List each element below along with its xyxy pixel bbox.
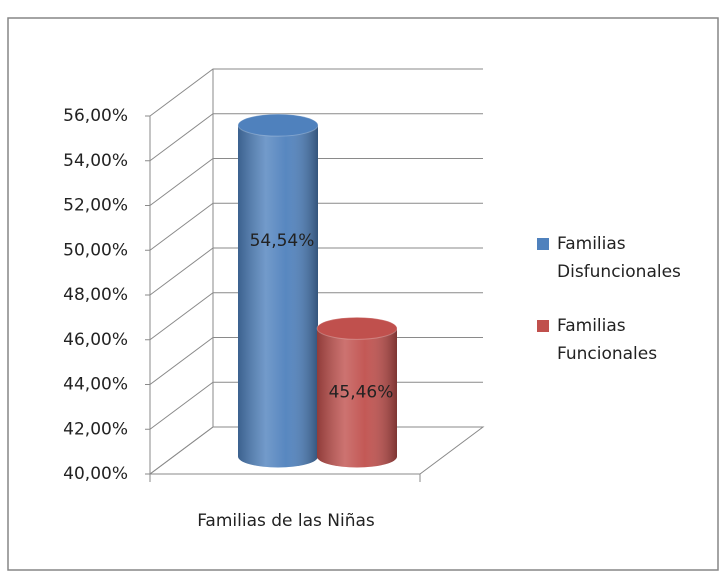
- y-tick-label: 54,00%: [63, 151, 128, 171]
- y-tick-label: 42,00%: [63, 419, 128, 439]
- y-tick-label: 44,00%: [63, 375, 128, 395]
- grid-line: [149, 113, 483, 162]
- cylinder-top: [237, 113, 319, 137]
- grid-line: [149, 247, 483, 296]
- cylinder-top: [316, 316, 398, 340]
- legend-swatch: [537, 320, 549, 332]
- y-tick-label: 56,00%: [63, 106, 128, 126]
- y-tick-label: 48,00%: [63, 285, 128, 305]
- chart-frame: [7, 17, 719, 571]
- grid-line: [149, 202, 483, 251]
- legend-swatch: [537, 238, 549, 250]
- y-tick-label: 50,00%: [63, 240, 128, 260]
- grid-line: [149, 292, 483, 341]
- grid-line: [149, 158, 483, 206]
- cylinder: [237, 113, 319, 468]
- legend-label: Familias Disfuncionales: [557, 234, 681, 282]
- grid-line: [149, 68, 483, 117]
- cylinder-shade: [317, 328, 397, 468]
- cylinder-shade: [238, 125, 318, 468]
- legend-label: Familias Funcionales: [557, 316, 657, 364]
- y-tick-label: 46,00%: [63, 330, 128, 350]
- y-tick-label: 40,00%: [63, 464, 128, 484]
- data-label: 54,54%: [250, 231, 315, 251]
- cylinder: [316, 316, 398, 468]
- y-tick-label: 52,00%: [63, 196, 128, 216]
- x-tick-label: Familias de las Niñas: [197, 511, 375, 531]
- data-label: 45,46%: [329, 382, 394, 402]
